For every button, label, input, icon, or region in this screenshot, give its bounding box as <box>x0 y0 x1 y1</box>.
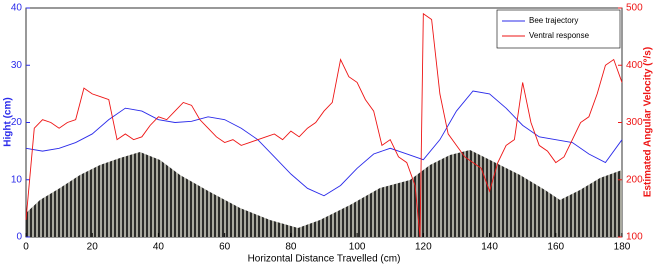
y-tick-label: 0 <box>16 232 22 243</box>
x-tick-label: 180 <box>614 242 631 253</box>
terrain <box>26 150 622 237</box>
y-tick-label: 40 <box>11 3 23 14</box>
x-tick-label: 140 <box>481 242 498 253</box>
y2-tick-label: 400 <box>626 60 643 71</box>
x-tick-label: 160 <box>547 242 564 253</box>
y2-tick-label: 300 <box>626 117 643 128</box>
series-line <box>25 12 623 238</box>
y2-tick-label: 500 <box>626 3 643 14</box>
x-tick-label: 20 <box>87 242 99 253</box>
y2-axis-label: Estimated Angular Velocity (°/s) <box>643 47 654 197</box>
y2-tick-label: 100 <box>626 232 643 243</box>
y-axis-label: Hight (cm) <box>3 97 14 146</box>
x-tick-label: 80 <box>285 242 297 253</box>
x-tick-label: 40 <box>153 242 165 253</box>
x-tick-label: 120 <box>415 242 432 253</box>
x-axis-label: Horizontal Distance Travelled (cm) <box>248 254 401 265</box>
y2-tick-label: 200 <box>626 174 643 185</box>
x-tick-label: 100 <box>349 242 366 253</box>
series-line <box>25 90 623 197</box>
legend-label: Bee trajectory <box>529 16 578 25</box>
legend-label: Ventral response <box>529 31 590 40</box>
x-tick-label: 60 <box>219 242 231 253</box>
y-tick-label: 30 <box>11 60 23 71</box>
x-tick-label: 0 <box>23 242 29 253</box>
y-tick-label: 20 <box>11 117 23 128</box>
legend-box <box>496 9 621 49</box>
y-tick-label: 10 <box>11 174 23 185</box>
